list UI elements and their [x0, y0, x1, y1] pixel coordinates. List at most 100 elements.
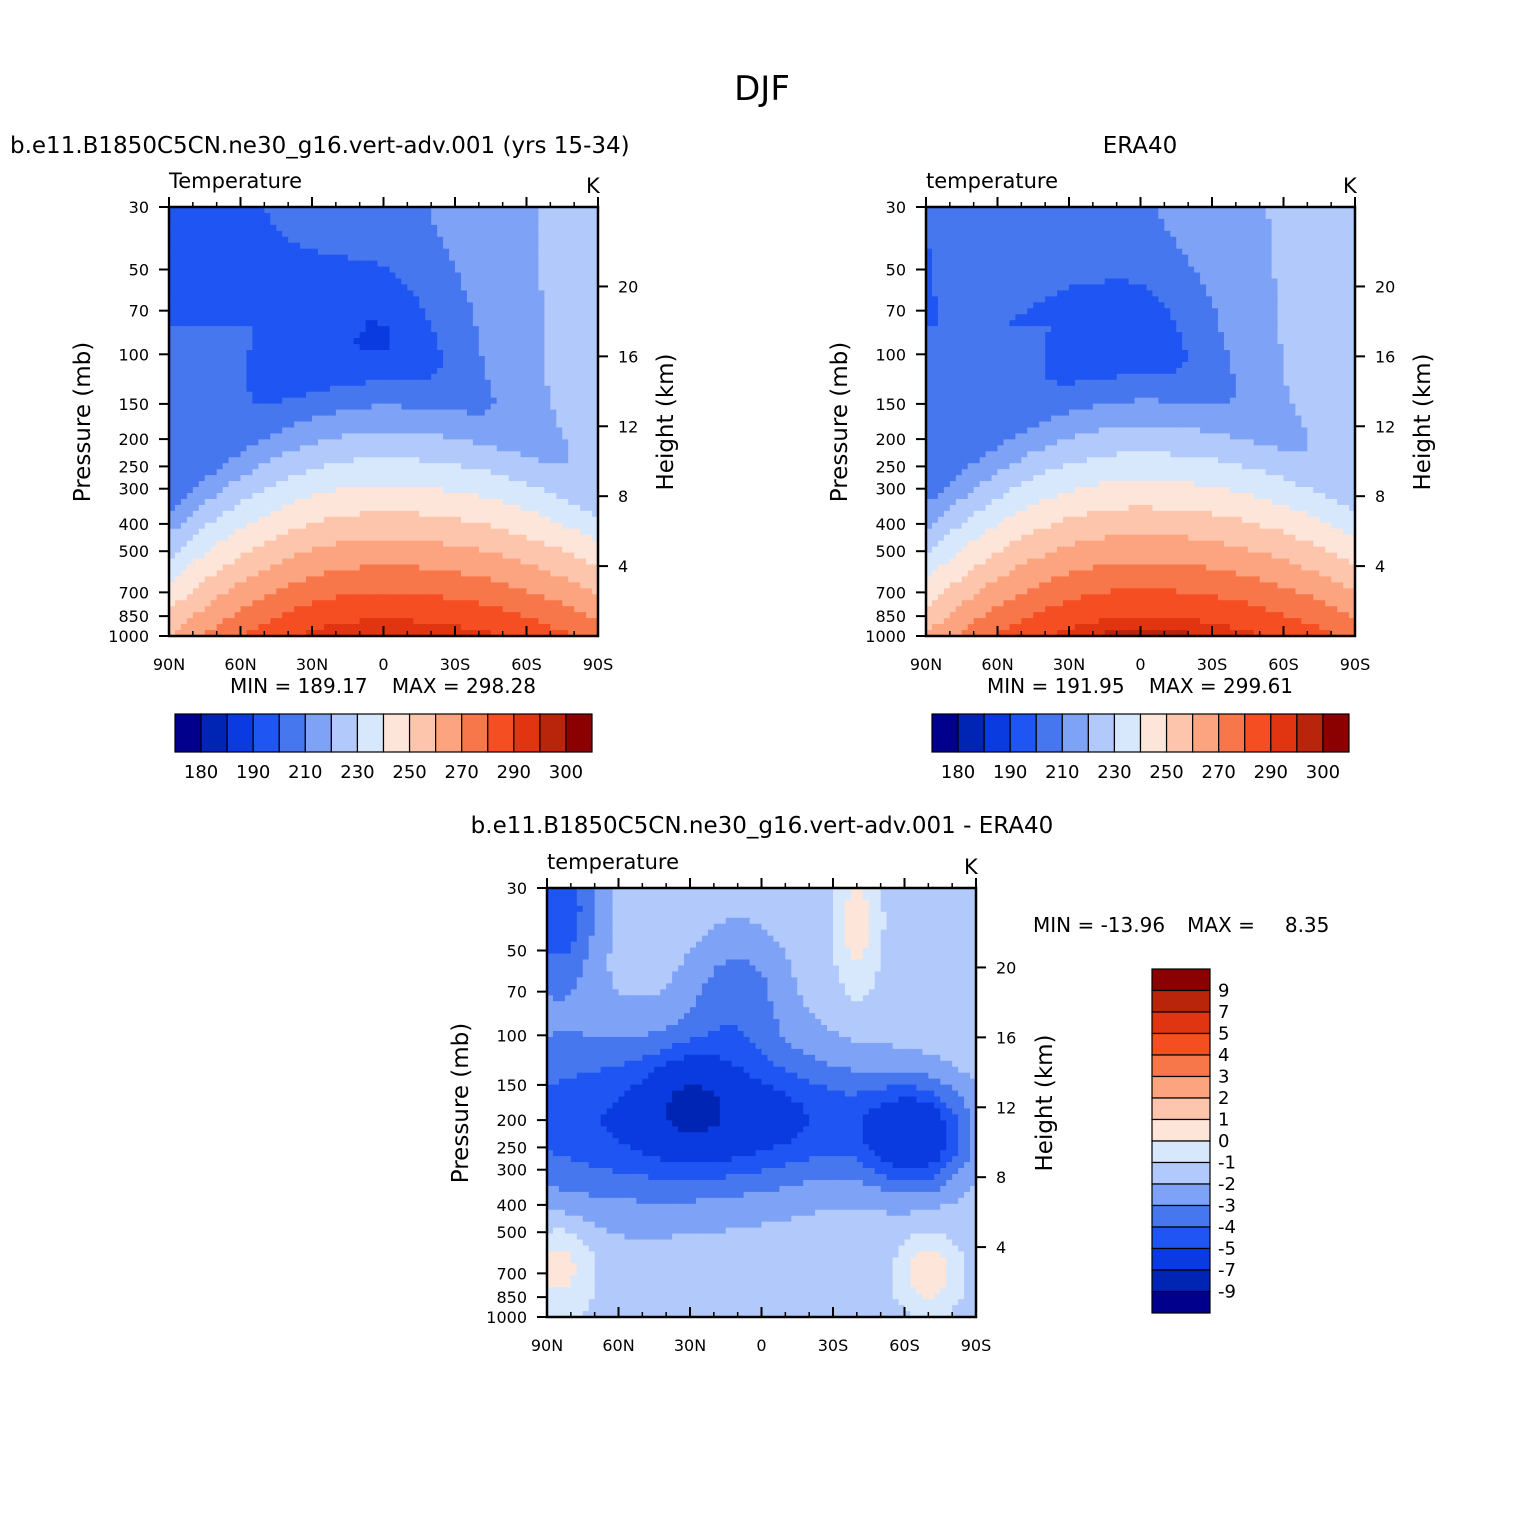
contour-cell	[204, 207, 212, 214]
contour-cell	[264, 302, 271, 309]
contour-cell	[413, 534, 420, 542]
contour-cell	[484, 218, 492, 226]
contour-cell	[413, 475, 420, 482]
contour-cell	[234, 242, 242, 250]
contour-cell	[520, 582, 528, 589]
contour-cell	[222, 439, 230, 446]
contour-cell	[317, 445, 325, 452]
contour-cell	[407, 594, 414, 601]
contour-cell	[317, 302, 325, 309]
contour-cell	[228, 326, 236, 333]
contour-cell	[460, 433, 468, 440]
contour-cell	[395, 528, 402, 536]
contour-cell	[526, 510, 534, 518]
contour-cell	[341, 522, 349, 530]
contour-cell	[425, 224, 432, 232]
contour-cell	[502, 218, 510, 226]
contour-cell	[192, 207, 200, 214]
contour-cell	[317, 397, 325, 405]
contour-cell	[234, 248, 242, 256]
contour-cell	[520, 546, 528, 554]
contour-cell	[431, 236, 438, 244]
contour-cell	[490, 344, 498, 351]
contour-cell	[335, 361, 343, 369]
contour-cell	[371, 552, 379, 560]
contour-cell	[264, 475, 271, 482]
contour-cell	[413, 451, 420, 458]
contour-cell	[306, 326, 313, 333]
contour-cell	[443, 403, 450, 411]
contour-cell	[258, 469, 265, 476]
contour-cell	[210, 612, 218, 619]
contour-cell	[359, 594, 367, 601]
contour-cell	[329, 344, 337, 351]
contour-cell	[508, 600, 516, 607]
contour-cell	[437, 367, 444, 375]
contour-cell	[377, 475, 385, 482]
contour-cell	[395, 260, 402, 268]
contour-cell	[407, 361, 414, 369]
contour-cell	[198, 290, 206, 297]
contour-cell	[490, 296, 498, 303]
contour-cell	[353, 224, 361, 232]
contour-cell	[496, 355, 504, 363]
contour-cell	[502, 308, 510, 315]
contour-cell	[335, 230, 343, 238]
contour-cell	[234, 439, 242, 446]
contour-cell	[520, 254, 528, 262]
contour-cell	[401, 248, 408, 256]
contour-cell	[425, 487, 432, 494]
contour-cell	[222, 528, 230, 536]
contour-cell	[270, 308, 277, 315]
contour-cell	[300, 266, 307, 274]
contour-cell	[174, 612, 182, 619]
contour-cell	[401, 302, 408, 309]
contour-cell	[317, 564, 325, 572]
contour-cell	[389, 510, 397, 518]
contour-cell	[574, 600, 581, 607]
contour-cell	[186, 582, 194, 589]
contour-cell	[478, 504, 486, 512]
contour-cell	[556, 373, 563, 381]
contour-cell	[395, 350, 402, 357]
contour-cell	[502, 469, 510, 476]
contour-cell	[240, 540, 248, 548]
contour-cell	[228, 302, 236, 309]
contour-cell	[323, 493, 331, 500]
contour-cell	[389, 522, 397, 530]
contour-cell	[556, 427, 563, 435]
contour-cell	[335, 236, 343, 244]
contour-cell	[389, 457, 397, 464]
contour-cell	[568, 296, 575, 303]
contour-cell	[550, 397, 557, 405]
contour-cell	[562, 272, 569, 280]
contour-cell	[443, 469, 450, 476]
contour-cell	[180, 576, 188, 583]
panel-model: b.e11.B1850C5CN.ne30_g16.vert-adv.001 (y…	[10, 133, 679, 783]
contour-cell	[431, 463, 438, 470]
contour-cell	[443, 248, 450, 256]
contour-cell	[216, 272, 224, 280]
contour-cell	[544, 528, 551, 536]
contour-cell	[371, 284, 379, 292]
contour-cell	[347, 457, 355, 464]
contour-cell	[562, 433, 569, 440]
contour-cell	[365, 248, 373, 256]
contour-cell	[580, 433, 587, 440]
contour-cell	[300, 618, 307, 625]
contour-cell	[532, 385, 540, 393]
contour-cell	[282, 403, 289, 411]
contour-cell	[329, 290, 337, 297]
contour-cell	[401, 409, 408, 417]
contour-cell	[455, 528, 462, 536]
contour-cell	[204, 588, 212, 595]
contour-cell	[192, 457, 200, 464]
contour-cell	[234, 218, 242, 226]
contour-cell	[532, 248, 540, 256]
contour-cell	[532, 552, 540, 560]
contour-cell	[329, 248, 337, 256]
contour-cell	[258, 367, 265, 375]
contour-cell	[431, 439, 438, 446]
contour-cell	[317, 469, 325, 476]
contour-cell	[449, 385, 456, 393]
